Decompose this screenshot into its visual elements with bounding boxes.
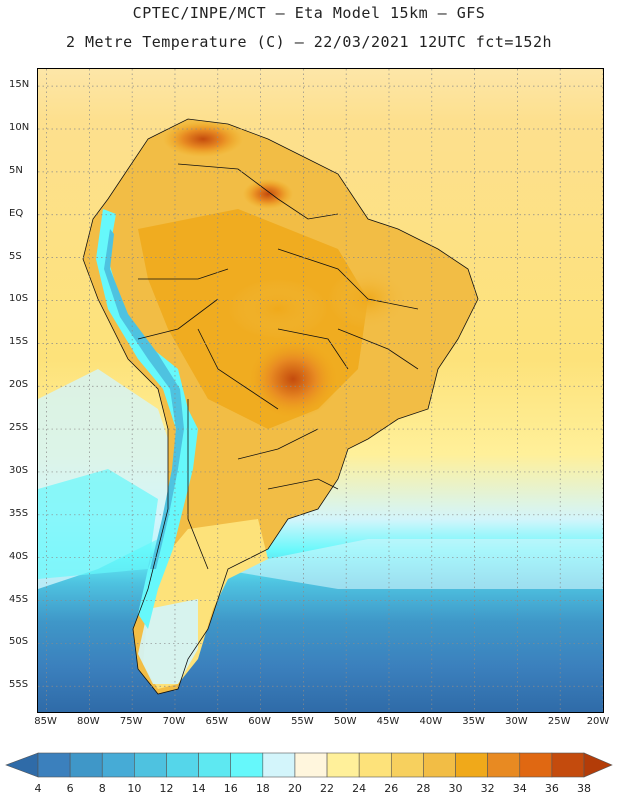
longitude-label: 75W bbox=[119, 716, 143, 727]
hotspot-north-brazil bbox=[243, 179, 293, 209]
colorbar-swatch bbox=[166, 752, 199, 778]
colorbar-label: 24 bbox=[352, 782, 367, 795]
latitude-label: 20S bbox=[9, 379, 29, 391]
colorbar-swatch bbox=[519, 752, 553, 778]
warm-mato-grosso bbox=[228, 279, 328, 339]
colorbar-swatch bbox=[230, 752, 264, 778]
colorbar-swatch bbox=[358, 752, 392, 778]
longitude-label: 35W bbox=[462, 716, 485, 727]
latitude-label: 45S bbox=[9, 593, 29, 605]
colorbar-swatch bbox=[390, 752, 424, 778]
andes-core bbox=[104, 229, 184, 569]
colorbar-swatch bbox=[134, 752, 167, 778]
hotspot-central-brazil bbox=[248, 339, 338, 419]
latitude-label: 50S bbox=[9, 636, 29, 648]
colorbar-label: 30 bbox=[448, 782, 463, 795]
colorbar-label: 4 bbox=[34, 782, 42, 795]
longitude-label: 60W bbox=[248, 716, 271, 727]
colorbar bbox=[5, 752, 613, 778]
colorbar-label: 16 bbox=[223, 782, 238, 795]
colorbar-label: 18 bbox=[255, 782, 270, 795]
longitude-label: 65W bbox=[205, 716, 229, 727]
colorbar-label: 34 bbox=[512, 782, 527, 795]
country-borders bbox=[82, 118, 479, 695]
colorbar-swatch bbox=[487, 752, 521, 778]
colorbar-label: 20 bbox=[287, 782, 302, 795]
colorbar-swatch bbox=[101, 752, 135, 778]
colorbar-swatch bbox=[262, 752, 296, 778]
longitude-label: 25W bbox=[547, 716, 571, 727]
colorbar-swatch bbox=[326, 752, 360, 778]
longitude-label: 70W bbox=[162, 716, 186, 727]
colorbar-label: 22 bbox=[320, 782, 335, 795]
hotspot-venezuela bbox=[163, 121, 243, 157]
colorbar-label: 10 bbox=[127, 782, 142, 795]
latitude-label: EQ bbox=[9, 207, 24, 219]
colorbar-label: 38 bbox=[577, 782, 591, 795]
longitude-label: 20W bbox=[586, 716, 610, 727]
colorbar-label: 26 bbox=[384, 782, 399, 795]
colorbar-swatch bbox=[551, 752, 585, 778]
longitude-label: 55W bbox=[291, 716, 314, 727]
longitude-label: 45W bbox=[376, 716, 400, 727]
latitude-label: 15N bbox=[9, 79, 30, 91]
graticule bbox=[38, 69, 603, 712]
colorbar-label: 8 bbox=[98, 782, 106, 795]
pacific-cool-tongue-2 bbox=[38, 469, 158, 579]
colorbar-left-arrow bbox=[5, 752, 39, 778]
latitude-label: 15S bbox=[9, 336, 29, 348]
latitude-label: 55S bbox=[9, 679, 29, 691]
latitude-label: 35S bbox=[9, 507, 29, 519]
colorbar-label: 6 bbox=[66, 782, 74, 795]
colorbar-swatch bbox=[455, 752, 488, 778]
map-title-line2: 2 Metre Temperature (C) – 22/03/2021 12U… bbox=[65, 33, 553, 51]
longitude-label: 50W bbox=[333, 716, 357, 727]
colorbar-swatch bbox=[69, 752, 103, 778]
colorbar-label: 14 bbox=[191, 782, 206, 795]
colorbar-label: 32 bbox=[480, 782, 495, 795]
colorbar-label: 12 bbox=[159, 782, 174, 795]
latitude-label: 40S bbox=[9, 550, 29, 562]
map-title-line1: CPTEC/INPE/MCT – Eta Model 15km – GFS bbox=[132, 4, 486, 22]
longitude-label: 80W bbox=[77, 716, 100, 727]
colorbar-label: 28 bbox=[416, 782, 431, 795]
colorbar-label: 36 bbox=[544, 782, 559, 795]
latitude-label: 5N bbox=[9, 164, 23, 176]
colorbar-swatch bbox=[198, 752, 232, 778]
latitude-label: 10S bbox=[9, 293, 29, 305]
colorbar-swatch bbox=[294, 752, 328, 778]
colorbar-swatch bbox=[37, 752, 71, 778]
colorbar-swatch bbox=[423, 752, 456, 778]
longitude-label: 85W bbox=[34, 716, 57, 727]
temperature-map[interactable] bbox=[37, 68, 604, 713]
latitude-label: 5S bbox=[9, 250, 22, 262]
latitude-label: 30S bbox=[9, 464, 29, 476]
latitude-label: 25S bbox=[9, 422, 29, 434]
latitude-label: 10N bbox=[9, 122, 30, 133]
longitude-label: 40W bbox=[419, 716, 443, 727]
atlantic-cool-band bbox=[218, 539, 603, 589]
patagonia-cool bbox=[138, 599, 198, 684]
colorbar-right-arrow bbox=[583, 752, 613, 778]
longitude-label: 30W bbox=[505, 716, 528, 727]
